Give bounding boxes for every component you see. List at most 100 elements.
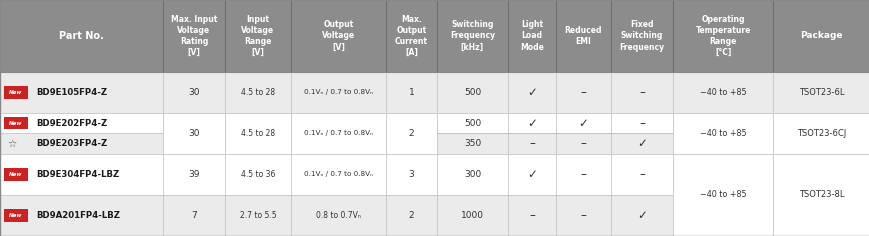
Text: 1000: 1000: [461, 211, 483, 220]
Text: ✓: ✓: [527, 86, 536, 99]
Bar: [225, 113, 290, 134]
Text: –: –: [580, 168, 586, 181]
Text: New: New: [10, 172, 23, 177]
Text: –: –: [639, 168, 644, 181]
Text: 0.1Vₙ / 0.7 to 0.8Vₙ: 0.1Vₙ / 0.7 to 0.8Vₙ: [303, 89, 373, 96]
Bar: [507, 154, 555, 195]
Text: 4.5 to 28: 4.5 to 28: [241, 129, 275, 138]
Text: 350: 350: [463, 139, 481, 148]
Bar: [0, 195, 163, 236]
Bar: [436, 154, 507, 195]
Bar: [773, 154, 869, 236]
Text: ✓: ✓: [636, 209, 647, 222]
Bar: [507, 113, 555, 134]
Bar: [673, 113, 773, 134]
Bar: [673, 0, 773, 72]
Text: –: –: [528, 209, 534, 222]
Bar: [290, 154, 386, 195]
Text: 4.5 to 36: 4.5 to 36: [241, 170, 275, 179]
Bar: [386, 154, 436, 195]
Text: Reduced
EMI: Reduced EMI: [564, 26, 601, 46]
Bar: [4, 168, 28, 181]
Text: ✓: ✓: [578, 117, 587, 130]
Bar: [773, 134, 869, 154]
Bar: [290, 0, 386, 72]
Bar: [0, 113, 163, 134]
Bar: [436, 0, 507, 72]
Bar: [555, 134, 610, 154]
Text: 1: 1: [408, 88, 414, 97]
Bar: [673, 72, 773, 113]
Text: 2.7 to 5.5: 2.7 to 5.5: [239, 211, 276, 220]
Bar: [290, 195, 386, 236]
Bar: [163, 195, 225, 236]
Text: −40 to +85: −40 to +85: [700, 88, 746, 97]
Bar: [436, 72, 507, 113]
Text: BD9E105FP4-Z: BD9E105FP4-Z: [36, 88, 108, 97]
Bar: [555, 113, 610, 134]
Text: New: New: [10, 121, 23, 126]
Bar: [290, 72, 386, 113]
Bar: [386, 72, 436, 113]
Text: 39: 39: [188, 170, 200, 179]
Bar: [555, 0, 610, 72]
Text: 0.8 to 0.7Vₙ: 0.8 to 0.7Vₙ: [315, 211, 361, 220]
Bar: [773, 0, 869, 72]
Bar: [773, 113, 869, 134]
Bar: [290, 113, 386, 134]
Text: New: New: [10, 90, 23, 95]
Text: 4.5 to 28: 4.5 to 28: [241, 88, 275, 97]
Bar: [507, 134, 555, 154]
Text: 0.1Vₙ / 0.7 to 0.8Vₙ: 0.1Vₙ / 0.7 to 0.8Vₙ: [303, 172, 373, 177]
Bar: [507, 72, 555, 113]
Bar: [225, 195, 290, 236]
Text: –: –: [528, 137, 534, 150]
Text: Part No.: Part No.: [59, 31, 103, 41]
Text: New: New: [10, 213, 23, 218]
Text: BD9E203FP4-Z: BD9E203FP4-Z: [36, 139, 108, 148]
Bar: [290, 113, 386, 154]
Bar: [436, 134, 507, 154]
Bar: [0, 72, 163, 113]
Bar: [0, 134, 163, 154]
Bar: [773, 72, 869, 113]
Text: 2: 2: [408, 129, 414, 138]
Bar: [555, 154, 610, 195]
Bar: [225, 72, 290, 113]
Bar: [163, 154, 225, 195]
Bar: [773, 113, 869, 154]
Bar: [0, 154, 163, 195]
Bar: [673, 154, 773, 236]
Bar: [555, 72, 610, 113]
Text: TSOT23-6CJ: TSOT23-6CJ: [796, 129, 846, 138]
Text: 300: 300: [463, 170, 481, 179]
Text: –: –: [639, 86, 644, 99]
Text: Fixed
Switching
Frequency: Fixed Switching Frequency: [619, 20, 664, 52]
Bar: [673, 154, 773, 195]
Bar: [507, 0, 555, 72]
Bar: [386, 113, 436, 154]
Bar: [610, 113, 673, 134]
Text: Switching
Frequency
[kHz]: Switching Frequency [kHz]: [449, 20, 494, 52]
Text: 30: 30: [188, 88, 200, 97]
Text: –: –: [580, 86, 586, 99]
Bar: [4, 209, 28, 222]
Text: ☆: ☆: [7, 139, 17, 149]
Bar: [4, 86, 28, 99]
Bar: [386, 113, 436, 134]
Bar: [225, 134, 290, 154]
Text: 7: 7: [191, 211, 196, 220]
Bar: [555, 195, 610, 236]
Text: 0.1Vₙ / 0.7 to 0.8Vₙ: 0.1Vₙ / 0.7 to 0.8Vₙ: [303, 131, 373, 136]
Bar: [163, 134, 225, 154]
Bar: [610, 72, 673, 113]
Bar: [673, 134, 773, 154]
Text: –: –: [639, 117, 644, 130]
Text: –: –: [580, 209, 586, 222]
Text: Input
Voltage
Range
[V]: Input Voltage Range [V]: [241, 15, 275, 57]
Bar: [610, 195, 673, 236]
Text: −40 to +85: −40 to +85: [700, 129, 746, 138]
Bar: [773, 154, 869, 195]
Text: BD9A201FP4-LBZ: BD9A201FP4-LBZ: [36, 211, 121, 220]
Text: –: –: [580, 137, 586, 150]
